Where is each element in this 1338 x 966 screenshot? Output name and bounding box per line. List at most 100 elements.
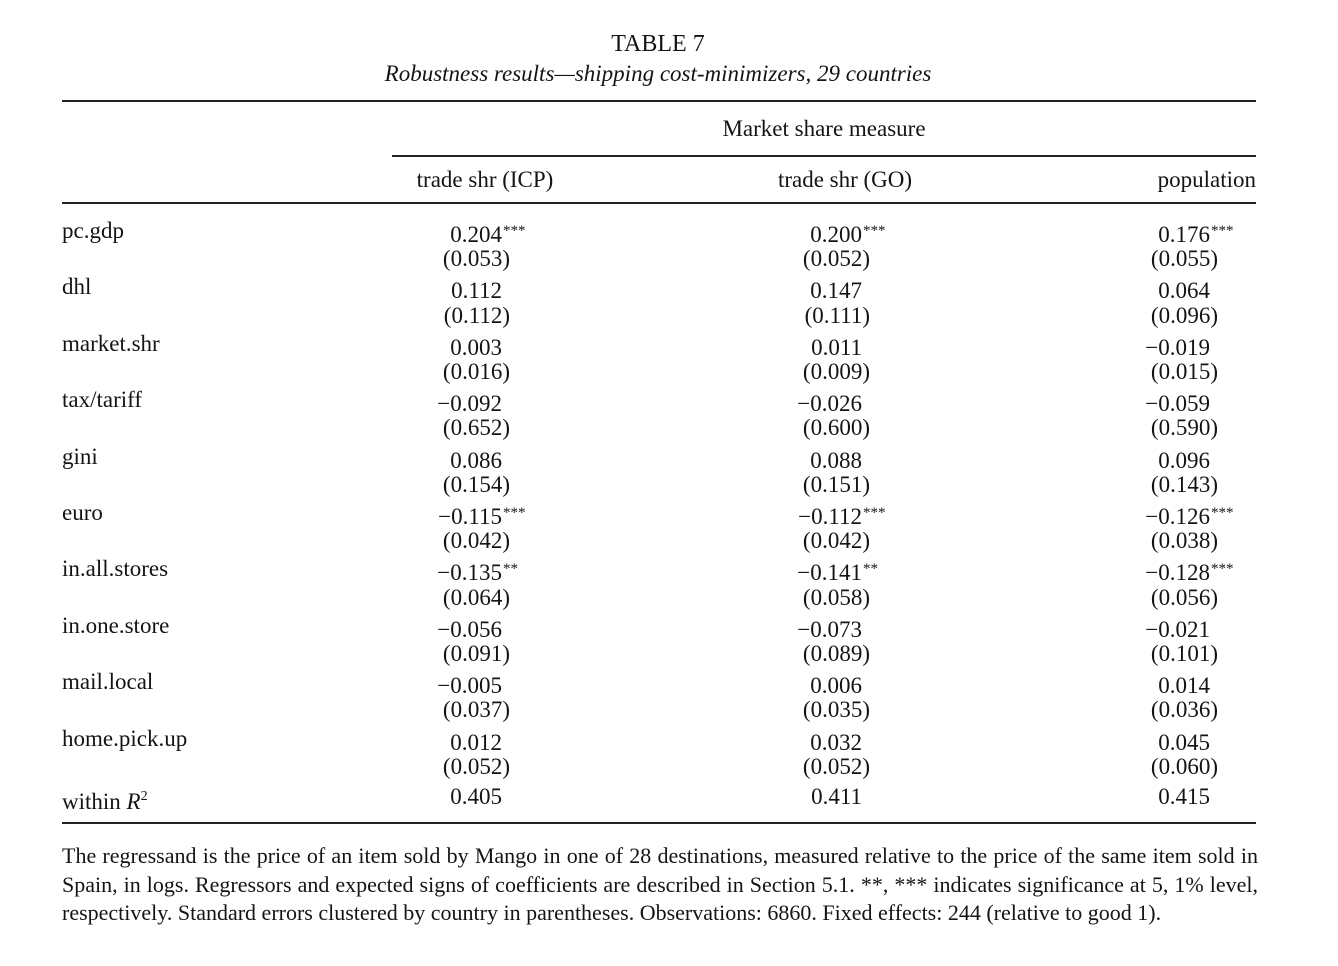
coefficient-value: 0.204 xyxy=(450,222,502,247)
row-label: in.all.stores xyxy=(62,556,169,582)
table-row: in.one.store −0.056 −0.073 −0.021 xyxy=(0,612,1338,642)
r2-symbol: R xyxy=(126,789,141,814)
standard-error-cell: (0.154) xyxy=(426,471,510,499)
coefficient-value: 0.032 xyxy=(810,729,862,755)
coefficient-value: −0.056 xyxy=(437,616,502,642)
coefficient-value: 0.088 xyxy=(810,447,862,473)
standard-error-cell: (0.042) xyxy=(426,527,510,555)
r2-cell: 0.415 xyxy=(1134,783,1210,811)
standard-error-value: (0.015) xyxy=(1150,359,1218,384)
row-label: in.one.store xyxy=(62,612,170,638)
row-label: dhl xyxy=(62,274,92,300)
coefficient-cell: −0.092 xyxy=(426,386,503,418)
standard-error-value: (0.037) xyxy=(442,697,510,723)
coefficient-value: 0.012 xyxy=(450,729,502,755)
significance-stars: ** xyxy=(863,561,878,578)
table-row-se: (0.154) (0.151) (0.143) xyxy=(0,471,1338,499)
coefficient-cell: −0.059 xyxy=(1134,386,1211,418)
standard-error-cell: (0.038) xyxy=(1134,527,1218,555)
coefficient-cell: −0.056 xyxy=(426,612,503,644)
row-label: gini xyxy=(62,443,98,469)
coefficient-cell: 0.032 xyxy=(786,725,863,757)
coefficient-cell: −0.019 xyxy=(1134,330,1211,362)
column-header: population xyxy=(1157,167,1256,192)
standard-error-value: (0.101) xyxy=(1150,641,1218,666)
significance-stars: *** xyxy=(1211,505,1234,521)
coefficient-cell: 0.096 xyxy=(1134,443,1211,475)
standard-error-cell: (0.056) xyxy=(1134,584,1218,612)
standard-error-cell: (0.052) xyxy=(426,753,510,781)
coefficient-value: −0.026 xyxy=(797,391,862,417)
coefficient-value: 0.086 xyxy=(450,447,502,473)
coefficient-value: −0.019 xyxy=(1145,334,1210,360)
coefficient-value: 0.011 xyxy=(811,334,862,360)
group-underline xyxy=(392,155,1256,157)
r2-superscript: 2 xyxy=(140,789,148,804)
coefficient-cell: 0.204*** xyxy=(426,217,525,249)
coefficient-cell: −0.115*** xyxy=(426,499,525,531)
significance-stars: *** xyxy=(1211,561,1234,578)
table-row: home.pick.up 0.012 0.032 0.045 xyxy=(0,725,1338,755)
standard-error-cell: (0.089) xyxy=(786,640,870,668)
significance-stars: *** xyxy=(863,223,886,239)
coefficient-cell: 0.112 xyxy=(426,273,503,305)
table-row-se: (0.112) (0.111) (0.096) xyxy=(0,302,1338,330)
standard-error-cell: (0.058) xyxy=(786,584,870,612)
coefficient-value: 0.176 xyxy=(1158,222,1210,247)
coefficient-value: −0.126 xyxy=(1145,504,1210,529)
coefficient-value: 0.112 xyxy=(451,278,502,304)
row-label: mail.local xyxy=(62,669,154,695)
coefficient-value: −0.005 xyxy=(437,673,502,699)
standard-error-cell: (0.111) xyxy=(786,302,870,330)
standard-error-value: (0.064) xyxy=(442,584,510,610)
table-row-r2: within R2 0.405 0.411 0.415 xyxy=(0,783,1338,814)
standard-error-value: (0.060) xyxy=(1150,753,1218,779)
standard-error-cell: (0.055) xyxy=(1134,245,1218,273)
standard-error-cell: (0.064) xyxy=(426,584,510,612)
standard-error-cell: (0.009) xyxy=(786,358,870,386)
standard-error-value: (0.143) xyxy=(1150,471,1218,497)
standard-error-value: (0.038) xyxy=(1150,528,1218,554)
standard-error-value: (0.151) xyxy=(802,471,870,497)
coefficient-cell: 0.064 xyxy=(1134,273,1211,305)
standard-error-cell: (0.112) xyxy=(426,302,510,330)
standard-error-value: (0.055) xyxy=(1150,246,1218,272)
standard-error-cell: (0.600) xyxy=(786,414,870,442)
standard-error-value: (0.096) xyxy=(1150,302,1218,328)
group-header: Market share measure xyxy=(722,116,926,141)
row-label: euro xyxy=(62,500,103,525)
row-label: home.pick.up xyxy=(62,725,188,751)
table-row-se: (0.064) (0.058) (0.056) xyxy=(0,584,1338,612)
standard-error-value: (0.042) xyxy=(442,528,510,554)
significance-stars: *** xyxy=(863,505,886,521)
standard-error-value: (0.600) xyxy=(802,415,870,441)
standard-error-cell: (0.091) xyxy=(426,640,510,668)
standard-error-cell: (0.052) xyxy=(786,753,870,781)
standard-error-value: (0.089) xyxy=(802,641,870,666)
table-row-se: (0.037) (0.035) (0.036) xyxy=(0,696,1338,724)
r2-label-text: within R xyxy=(62,789,141,814)
standard-error-value: (0.111) xyxy=(804,302,870,328)
standard-error-cell: (0.101) xyxy=(1134,640,1218,668)
coefficient-value: 0.200 xyxy=(810,222,862,247)
standard-error-value: (0.042) xyxy=(802,528,870,554)
r2-value: 0.405 xyxy=(450,784,502,809)
table-row-se: (0.042) (0.042) (0.038) xyxy=(0,527,1338,555)
standard-error-value: (0.652) xyxy=(442,415,510,441)
standard-error-value: (0.052) xyxy=(802,246,870,272)
table-row: mail.local −0.005 0.006 0.014 xyxy=(0,668,1338,698)
coefficient-value: 0.014 xyxy=(1158,673,1210,699)
significance-stars: *** xyxy=(1211,223,1234,239)
coefficient-value: −0.021 xyxy=(1145,616,1210,642)
standard-error-cell: (0.037) xyxy=(426,696,510,724)
standard-error-cell: (0.143) xyxy=(1134,471,1218,499)
table-row: market.shr 0.003 0.011 −0.019 xyxy=(0,330,1338,360)
top-rule xyxy=(62,100,1256,102)
coefficient-value: −0.128 xyxy=(1145,560,1210,586)
r2-value: 0.411 xyxy=(811,784,862,809)
coefficient-cell: 0.147 xyxy=(786,273,863,305)
coefficient-value: −0.115 xyxy=(438,504,502,529)
standard-error-cell: (0.035) xyxy=(786,696,870,724)
coefficient-cell: −0.005 xyxy=(426,668,503,700)
coefficient-cell: −0.141** xyxy=(786,555,878,587)
